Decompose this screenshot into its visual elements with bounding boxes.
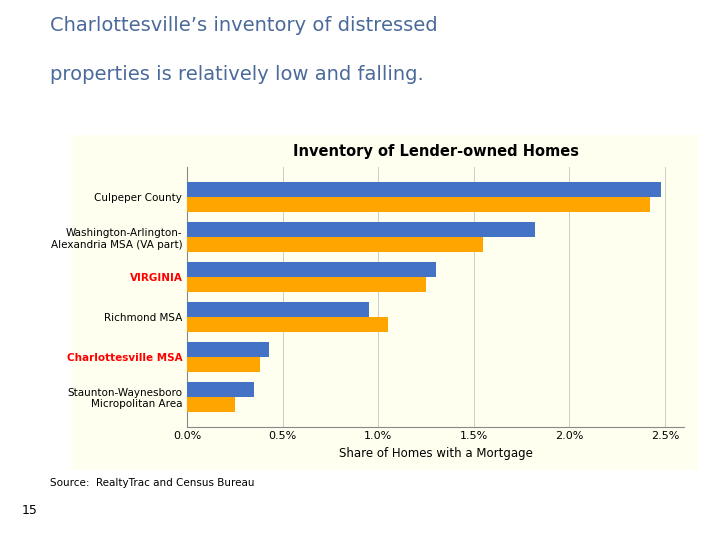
Title: Inventory of Lender-owned Homes: Inventory of Lender-owned Homes — [292, 144, 579, 159]
Bar — [187, 397, 235, 412]
Bar — [187, 357, 260, 372]
Text: Charlottesville’s inventory of distressed: Charlottesville’s inventory of distresse… — [50, 16, 438, 35]
Bar — [187, 382, 254, 397]
Bar — [187, 302, 369, 317]
Bar — [187, 342, 269, 357]
Text: VHDA: VHDA — [644, 524, 680, 534]
Bar — [187, 182, 661, 197]
Bar — [187, 237, 483, 252]
Bar — [187, 262, 436, 277]
Bar — [187, 222, 535, 237]
X-axis label: Share of Homes with a Mortgage: Share of Homes with a Mortgage — [338, 447, 533, 460]
Text: 15: 15 — [22, 504, 37, 517]
Text: Source:  RealtyTrac and Census Bureau: Source: RealtyTrac and Census Bureau — [50, 478, 255, 488]
Text: properties is relatively low and falling.: properties is relatively low and falling… — [50, 65, 424, 84]
Bar — [187, 277, 426, 292]
Bar — [187, 317, 388, 332]
Text: vhda.com | 800-227-VHDA: vhda.com | 800-227-VHDA — [233, 511, 415, 525]
Bar — [187, 197, 649, 212]
